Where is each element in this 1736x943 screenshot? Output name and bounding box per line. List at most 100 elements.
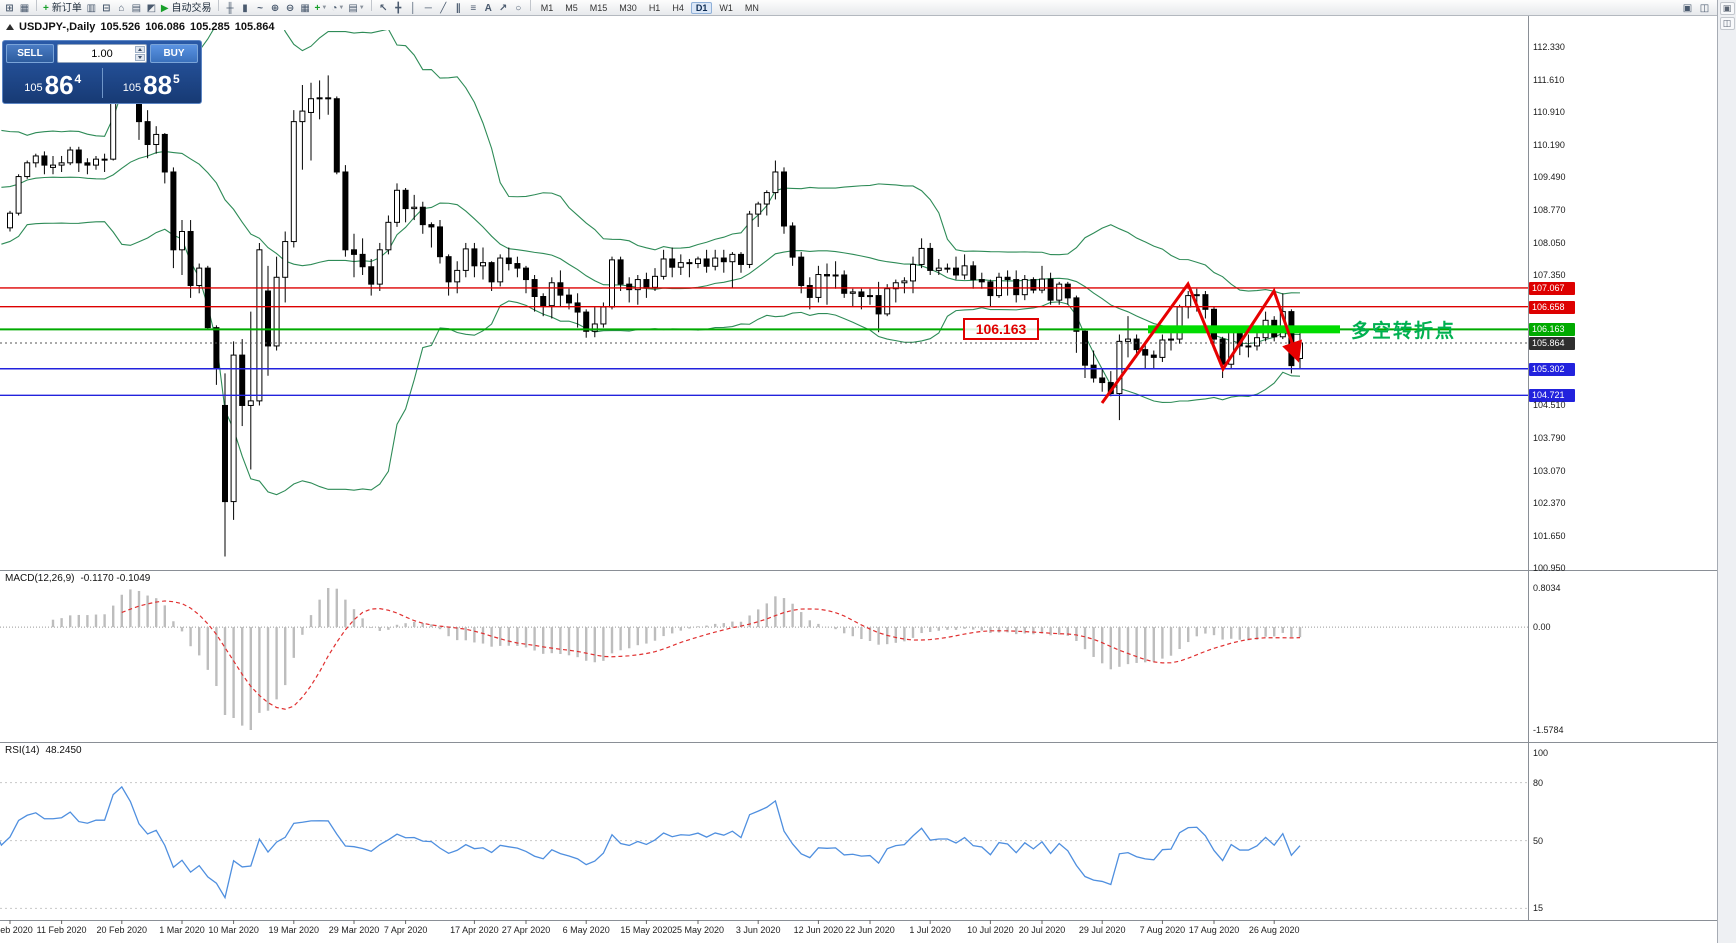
candlestick-chart-icon-glyph: ▮: [242, 2, 248, 14]
dropdown-arrow-icon: ▼: [358, 4, 365, 11]
trendline-icon[interactable]: ╱: [436, 1, 451, 15]
bar-chart-icon-glyph: ╫: [226, 2, 234, 14]
bid-price-button[interactable]: 105 86 4: [6, 65, 100, 101]
vertical-line-icon-glyph: │: [410, 2, 417, 14]
autotrading-button-label: 自动交易: [171, 2, 212, 14]
autotrading-icon: ▶: [160, 2, 169, 14]
line-chart-icon[interactable]: ~: [253, 1, 268, 15]
terminal-icon-glyph: ▤: [131, 2, 142, 14]
candlestick-chart-icon[interactable]: ▮: [238, 1, 253, 15]
terminal-icon[interactable]: ▤: [129, 1, 144, 15]
toolbar-buttons: ⊞ ▦ + 新订单 ▥ ⊟ ⌂ ▤ ◩ ▶ 自动交易 ╫ ▮ ~ ⊕ ⊖ ▦ + ▼ ◔ ▼ ▤ ▼ ↖ ╋ │ ─ ╱ ∥ ≡ A ↗ ○ M1…: [2, 0, 765, 15]
templates-icon[interactable]: ▤ ▼: [346, 1, 366, 15]
panel-divider: [101, 68, 103, 98]
dropdown-arrow-icon: ▼: [338, 4, 345, 11]
new-order-button[interactable]: + 新订单: [41, 1, 84, 15]
volume-increase-button[interactable]: [135, 46, 145, 53]
rsi-pane[interactable]: [0, 782, 1528, 909]
indicators-add-icon[interactable]: + ▼: [313, 1, 330, 15]
market-watch-icon-glyph: ▥: [86, 2, 97, 14]
data-window-icon-glyph: ⊟: [102, 2, 111, 14]
chart-window: USDJPY-,Daily 105.526 106.086 105.285 10…: [0, 16, 1717, 943]
fibonacci-icon[interactable]: ≡: [466, 1, 481, 15]
price-pane[interactable]: [0, 16, 1528, 557]
trendline-icon-glyph: ╱: [440, 2, 447, 14]
autotrading-button[interactable]: ▶ 自动交易: [159, 1, 214, 15]
main-toolbar: ⊞ ▦ + 新订单 ▥ ⊟ ⌂ ▤ ◩ ▶ 自动交易 ╫ ▮ ~ ⊕ ⊖ ▦ + ▼ ◔ ▼ ▤ ▼ ↖ ╋ │ ─ ╱ ∥ ≡ A ↗ ○ M1…: [0, 0, 1736, 16]
timeframe-m1-button[interactable]: M1: [540, 2, 554, 13]
timeframe-h4-button[interactable]: H4: [672, 2, 684, 13]
periods-icon-glyph: ◔: [331, 2, 338, 14]
navigator-icon-glyph: ⌂: [118, 2, 125, 14]
zoom-out-icon[interactable]: ⊖: [283, 1, 298, 15]
right-scrollbar[interactable]: ▣ ◫: [1717, 0, 1736, 943]
chart-canvas[interactable]: [0, 16, 1717, 943]
timeframe-m30-button[interactable]: M30: [619, 2, 637, 13]
buy-button[interactable]: BUY: [150, 44, 198, 63]
cursor-icon[interactable]: ↖: [376, 1, 391, 15]
macd-label: MACD(12,26,9) -0.1170 -0.1049: [5, 573, 150, 584]
timeframe-w1-button[interactable]: W1: [719, 2, 733, 13]
rsi-label: RSI(14) 48.2450: [5, 745, 82, 756]
periods-icon[interactable]: ◔ ▼: [329, 1, 346, 15]
ohlc-low: 105.285: [189, 21, 230, 33]
new-chart-icon-glyph: ⊞: [5, 2, 14, 14]
ask-price-button[interactable]: 105 88 5: [105, 65, 199, 101]
fullscreen-icon-strip[interactable]: ◫: [1719, 17, 1735, 30]
horizontal-line-icon[interactable]: ─: [421, 1, 436, 15]
templates-icon-glyph: ▤: [348, 2, 358, 14]
collapse-trade-panel-icon[interactable]: [6, 24, 14, 30]
text-icon[interactable]: A: [481, 1, 496, 15]
arrows-icon[interactable]: ↗: [496, 1, 511, 15]
docking-icon-strip[interactable]: ▣: [1719, 2, 1735, 15]
timeframe-m5-button[interactable]: M5: [565, 2, 578, 13]
shapes-icon[interactable]: ○: [511, 1, 526, 15]
turning-point-annotation[interactable]: 多空转折点: [1351, 321, 1457, 342]
strategy-tester-icon[interactable]: ◩: [144, 1, 159, 15]
ask-big-digits: 88: [143, 70, 173, 100]
navigator-icon[interactable]: ⌂: [114, 1, 129, 15]
timeframe-h1-button[interactable]: H1: [648, 2, 661, 13]
time-axis[interactable]: [0, 921, 1717, 943]
down-arrow-icon: [138, 56, 142, 59]
toolbar-separator: [217, 0, 219, 11]
timeframe-mn-button[interactable]: MN: [744, 2, 759, 13]
line-chart-icon-glyph: ~: [257, 2, 263, 14]
volume-decrease-button[interactable]: [135, 54, 145, 61]
volume-field[interactable]: 1.00: [57, 44, 147, 63]
channel-icon[interactable]: ∥: [451, 1, 466, 15]
text-icon-glyph: A: [484, 2, 492, 14]
shapes-icon-glyph: ○: [515, 2, 522, 14]
data-window-icon[interactable]: ⊟: [99, 1, 114, 15]
macd-pane[interactable]: [0, 588, 1528, 730]
volume-value[interactable]: 1.00: [91, 47, 113, 60]
bar-chart-icon[interactable]: ╫: [223, 1, 238, 15]
profiles-icon[interactable]: ▦: [17, 1, 32, 15]
bid-pip-digit: 4: [74, 72, 82, 86]
horizontal-line-icon-glyph: ─: [424, 2, 432, 14]
sell-button[interactable]: SELL: [6, 44, 54, 63]
market-watch-icon[interactable]: ▥: [84, 1, 99, 15]
arrows-icon-glyph: ↗: [499, 2, 508, 14]
macd-title: MACD(12,26,9): [5, 573, 75, 584]
chart-title: USDJPY-,Daily 105.526 106.086 105.285 10…: [6, 21, 274, 33]
fullscreen-icon[interactable]: ◫: [1699, 2, 1710, 14]
one-click-trading-panel: SELL 1.00 BUY 105 86 4 105: [2, 40, 202, 104]
bid-big-digits: 86: [44, 70, 74, 100]
timeframe-m15-button[interactable]: M15: [589, 2, 608, 13]
price-axis[interactable]: [1528, 16, 1717, 920]
timeframe-d1-button[interactable]: D1: [690, 1, 713, 14]
zoom-in-icon[interactable]: ⊕: [268, 1, 283, 15]
new-chart-icon[interactable]: ⊞: [2, 1, 17, 15]
tile-windows-icon-glyph: ▦: [300, 2, 310, 14]
vertical-line-icon[interactable]: │: [406, 1, 421, 15]
profiles-icon-glyph: ▦: [19, 2, 30, 14]
fibonacci-icon-glyph: ≡: [470, 2, 477, 14]
crosshair-icon[interactable]: ╋: [391, 1, 406, 15]
docking-icon[interactable]: ▣: [1682, 2, 1693, 14]
cursor-icon-glyph: ↖: [379, 2, 388, 14]
tile-windows-icon[interactable]: ▦: [298, 1, 313, 15]
ask-prefix: 105: [122, 82, 142, 94]
crosshair-icon-glyph: ╋: [395, 2, 402, 14]
price-flag-annotation[interactable]: 106.163: [963, 318, 1039, 340]
